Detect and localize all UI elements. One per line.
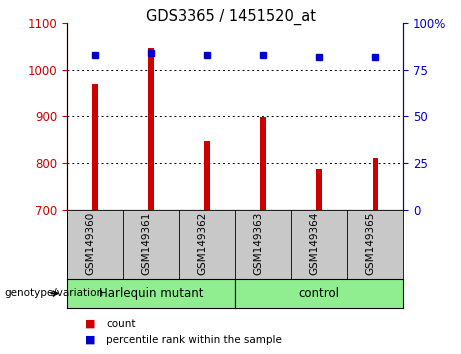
Text: GSM149361: GSM149361	[141, 212, 151, 275]
Text: GSM149365: GSM149365	[365, 212, 375, 275]
Text: GDS3365 / 1451520_at: GDS3365 / 1451520_at	[146, 9, 315, 25]
Text: GSM149362: GSM149362	[197, 212, 207, 275]
Text: Harlequin mutant: Harlequin mutant	[99, 287, 203, 300]
Text: percentile rank within the sample: percentile rank within the sample	[106, 335, 282, 345]
Text: GSM149360: GSM149360	[85, 212, 95, 275]
Bar	[260, 118, 266, 210]
Bar	[148, 48, 154, 210]
Bar	[92, 84, 98, 210]
Text: count: count	[106, 319, 136, 329]
Text: GSM149363: GSM149363	[253, 212, 263, 275]
Bar	[316, 169, 322, 210]
Text: control: control	[299, 287, 340, 300]
Text: ■: ■	[85, 335, 96, 345]
Text: ■: ■	[85, 319, 96, 329]
Text: GSM149364: GSM149364	[309, 212, 319, 275]
Bar	[204, 141, 210, 210]
Bar	[372, 158, 378, 210]
Text: genotype/variation: genotype/variation	[5, 289, 104, 298]
